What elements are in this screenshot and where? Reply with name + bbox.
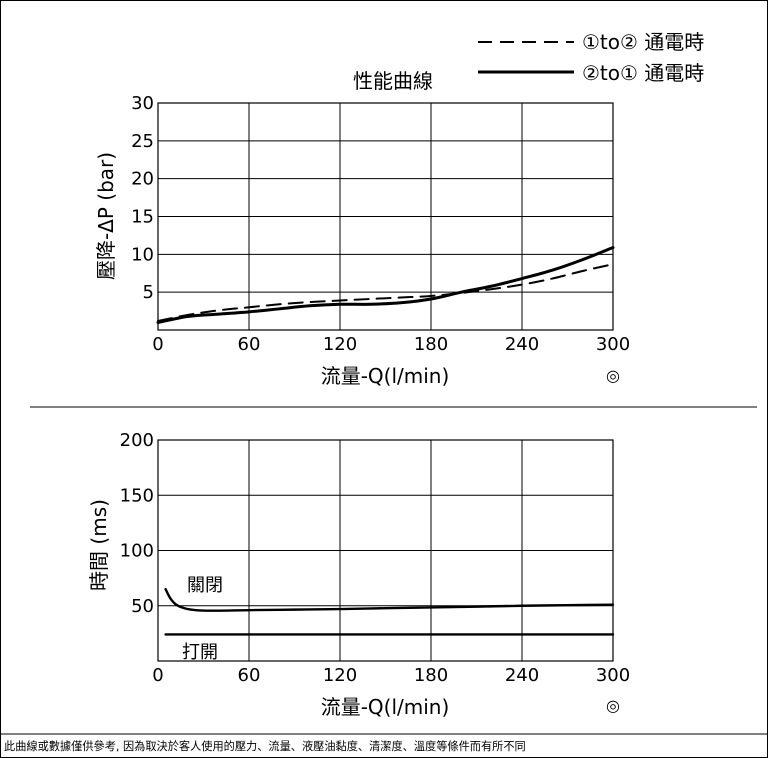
y-tick-label: 200 (120, 430, 154, 451)
series-lines (156, 246, 615, 324)
response-time-chart: 0 60 120 180 240 300 50 100 150 200 關閉 打開 流量-Q(l… (87, 430, 630, 719)
x-tick-label: 240 (505, 665, 539, 686)
x-tick-label: 60 (238, 665, 261, 686)
x-tick-label: 120 (323, 334, 357, 355)
x-tick-label: 0 (152, 334, 163, 355)
series-label-close: 關閉 (187, 575, 223, 596)
x-tick-label: 300 (596, 334, 630, 355)
x-tick-label: 60 (238, 334, 261, 355)
grid (157, 439, 614, 662)
legend: ①to② 通電時 ②to① 通電時 (478, 30, 704, 85)
y-axis-label: 時間 (ms) (87, 499, 111, 591)
x-tick-label: 0 (152, 665, 163, 686)
x-tick-label: 120 (323, 665, 357, 686)
y-tick-label: 15 (131, 207, 154, 228)
x-tick-label: 240 (505, 334, 539, 355)
corner-symbol: ◎ (606, 366, 620, 385)
y-tick-label: 100 (120, 541, 154, 562)
y-tick-labels: 5 10 15 20 25 30 (131, 93, 154, 303)
x-tick-labels: 0 60 120 180 240 300 (152, 334, 630, 355)
corner-symbol: ◎ (606, 696, 620, 715)
series-label-open: 打開 (182, 642, 218, 663)
grid (157, 102, 614, 331)
y-tick-label: 150 (120, 485, 154, 506)
x-tick-label: 300 (596, 665, 630, 686)
legend-label-solid: ②to① 通電時 (582, 61, 704, 85)
x-tick-label: 180 (414, 334, 448, 355)
y-tick-label: 30 (131, 93, 154, 114)
y-tick-labels: 50 100 150 200 (120, 430, 154, 617)
series-line-dashed (157, 263, 614, 322)
y-tick-label: 10 (131, 244, 154, 265)
y-tick-label: 5 (143, 282, 154, 303)
x-axis-label: 流量-Q(l/min) (321, 695, 450, 719)
series-lines (164, 587, 615, 636)
y-tick-label: 50 (131, 596, 154, 617)
y-axis-label: 壓降-ΔP (bar) (94, 152, 118, 280)
footer-disclaimer: 此曲線或數據僅供參考, 因為取決於客人使用的壓力、流量、液壓油黏度、清潔度、溫度… (4, 739, 526, 753)
y-tick-label: 25 (131, 131, 154, 152)
pressure-drop-chart: 性能曲線 ①to② 通電時 ②to① 通電時 0 60 120 180 240 300 5… (94, 30, 704, 388)
legend-label-dashed: ①to② 通電時 (582, 30, 704, 54)
series-line-solid (164, 587, 615, 612)
series-line-solid (156, 246, 615, 324)
y-tick-label: 20 (131, 169, 154, 190)
chart-title: 性能曲線 (353, 69, 433, 93)
x-tick-labels: 0 60 120 180 240 300 (152, 665, 630, 686)
x-axis-label: 流量-Q(l/min) (321, 364, 450, 388)
x-tick-label: 180 (414, 665, 448, 686)
